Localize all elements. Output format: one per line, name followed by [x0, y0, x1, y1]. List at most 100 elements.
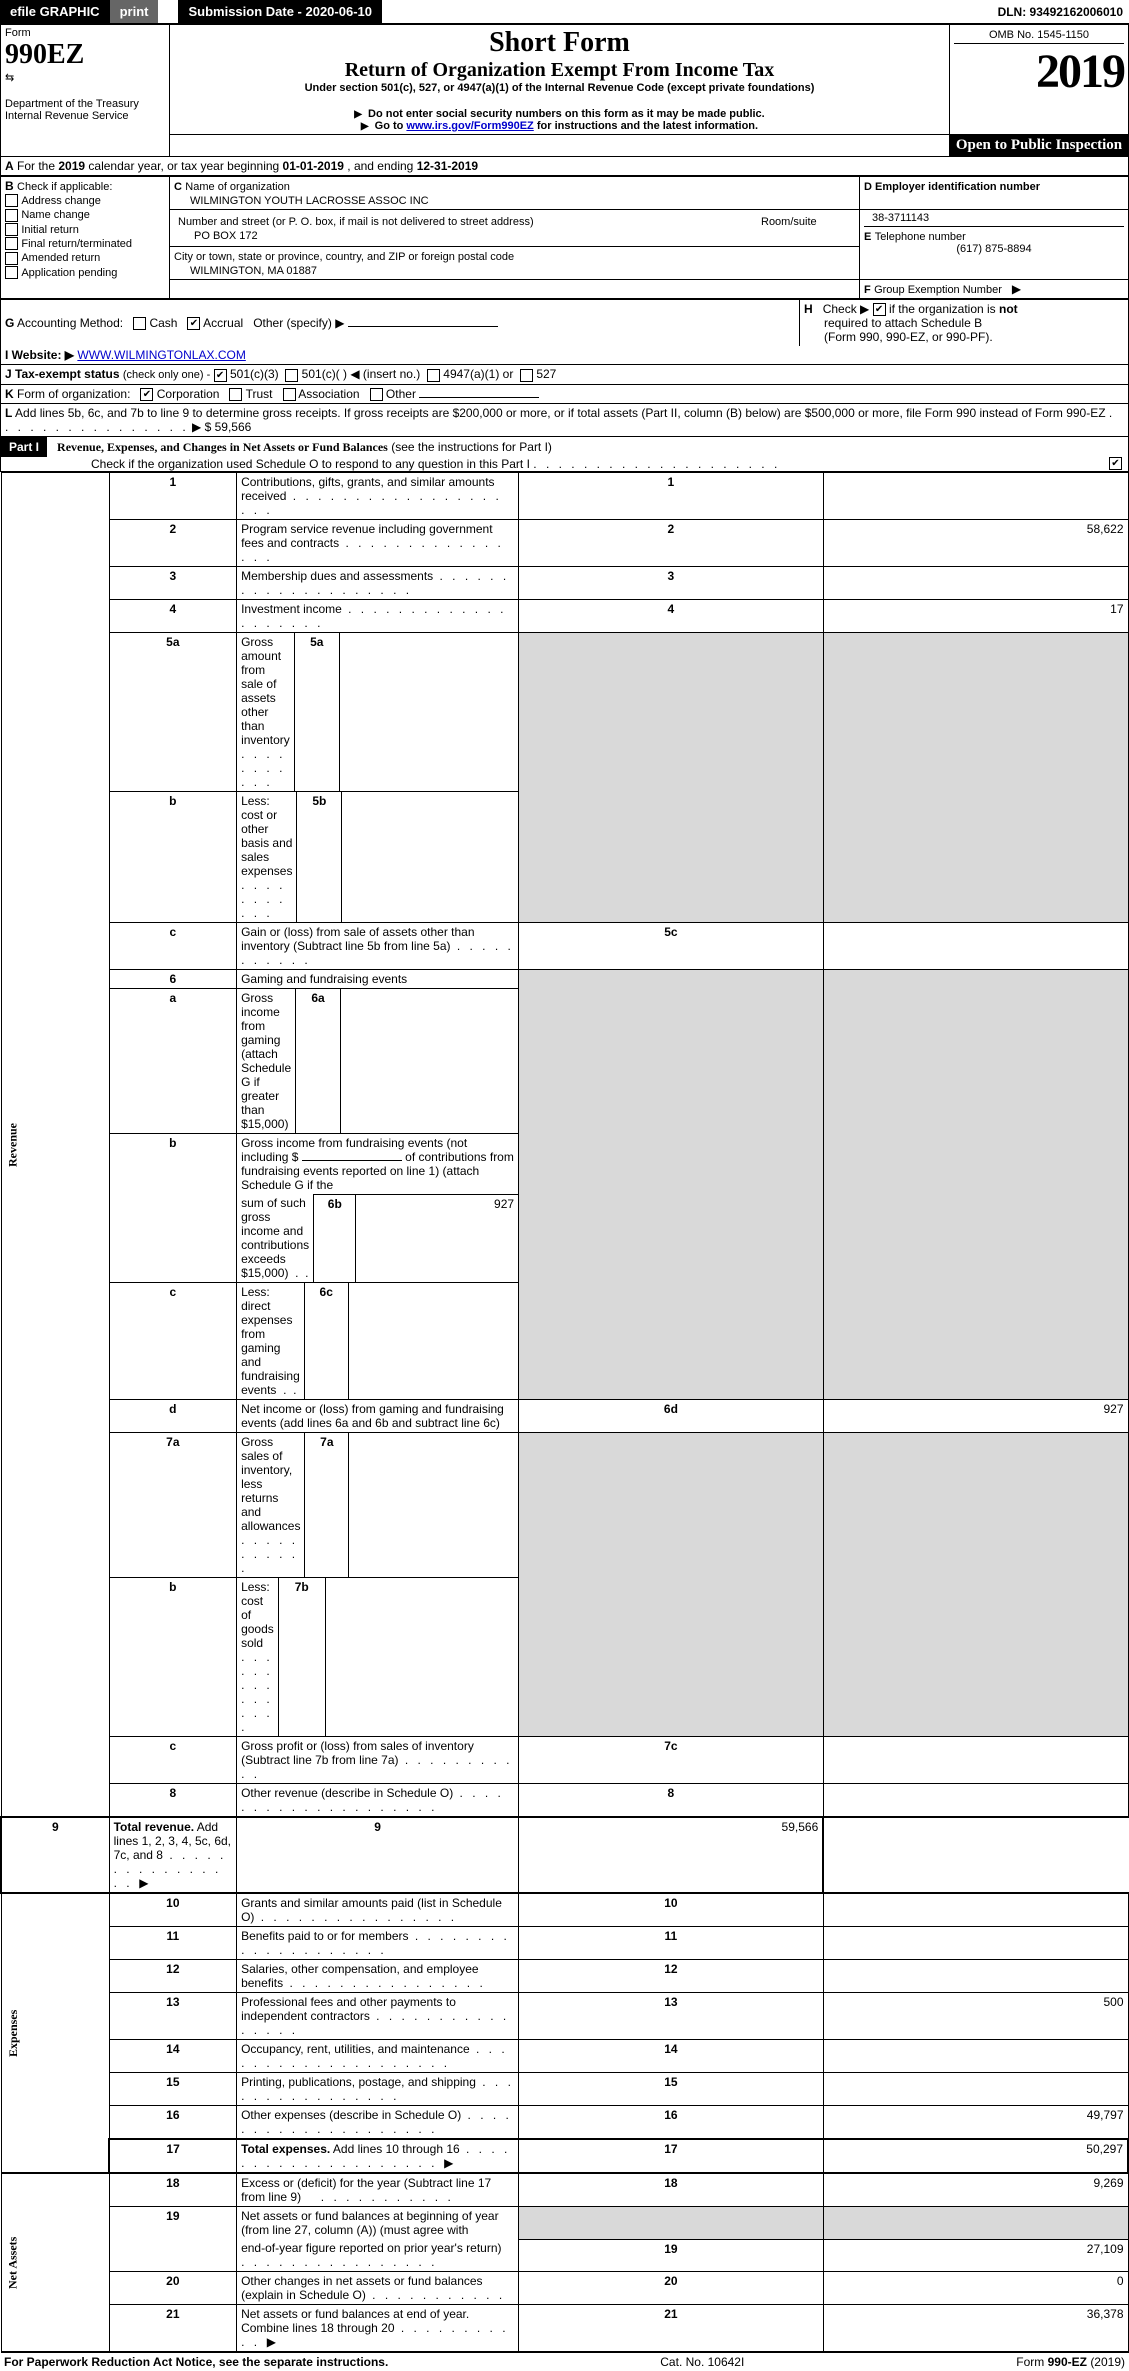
- line-text: Add lines 10 through 16: [330, 2142, 459, 2156]
- line-num: b: [109, 1133, 236, 1283]
- line-text: Printing, publications, postage, and shi…: [241, 2075, 476, 2089]
- line-num: 15: [109, 2073, 236, 2106]
- line-num: 7a: [109, 1433, 236, 1578]
- box-d-label: D Employer identification number: [864, 181, 1040, 193]
- line-num: 16: [109, 2106, 236, 2140]
- form-number: 990EZ: [5, 39, 165, 71]
- checkbox-sched-b[interactable]: ✔: [873, 303, 886, 316]
- part-1-check-text: Check if the organization used Schedule …: [1, 457, 530, 471]
- city-value: WILMINGTON, MA 01887: [174, 265, 317, 277]
- line-rnum: 1: [519, 472, 824, 519]
- line-rnum: 9: [237, 1817, 519, 1893]
- goto-prefix: Go to: [372, 120, 407, 132]
- line-rnum: 19: [519, 2239, 824, 2272]
- row-g-accrual: Accrual: [203, 316, 243, 330]
- line-text-6b-2: fundraising events reported on line 1) (…: [241, 1164, 479, 1192]
- row-h-text2: if the organization is: [889, 302, 999, 316]
- checkbox-trust[interactable]: [229, 388, 242, 401]
- line-num: 2: [109, 519, 236, 566]
- row-k-other: Other: [386, 387, 416, 401]
- line-num: 8: [109, 1784, 236, 1818]
- checkbox-assoc[interactable]: [283, 388, 296, 401]
- box-b-label: B: [5, 179, 14, 193]
- checkbox-501c3[interactable]: ✔: [214, 369, 227, 382]
- line-amt: 17: [823, 599, 1128, 632]
- cb-label-5: Application pending: [21, 267, 117, 279]
- section-label-revenue: Revenue: [1, 472, 109, 1817]
- line-num: 19: [109, 2207, 236, 2272]
- line-rnum: 6d: [519, 1400, 824, 1433]
- line-amt: [823, 922, 1128, 969]
- line-num: 14: [109, 2040, 236, 2073]
- line-num: 10: [109, 1893, 236, 1927]
- street-value: PO BOX 172: [178, 230, 258, 242]
- ghijkl-block: G Accounting Method: Cash ✔ Accrual Othe…: [0, 299, 1129, 437]
- line-text: Less: direct expenses from gaming and fu…: [241, 1285, 300, 1397]
- line-rnum: 10: [519, 1893, 824, 1927]
- line-num: 11: [109, 1927, 236, 1960]
- line-amt: 49,797: [823, 2106, 1128, 2140]
- checkbox-address-change[interactable]: [5, 194, 18, 207]
- checkbox-corp[interactable]: ✔: [140, 388, 153, 401]
- row-l-text: Add lines 5b, 6c, and 7b to line 9 to de…: [15, 406, 1106, 420]
- line-rnum: 20: [519, 2272, 824, 2305]
- row-a-mid: calendar year, or tax year beginning: [88, 159, 282, 173]
- line-amt: [823, 472, 1128, 519]
- mid-amt: [339, 633, 518, 791]
- line-text-19-1: Net assets or fund balances at beginning…: [241, 2209, 499, 2237]
- mid-amt: [342, 792, 518, 922]
- line-rnum: 7c: [519, 1737, 824, 1784]
- footer-right-pre: Form: [1016, 2355, 1047, 2369]
- line-amt: [823, 2040, 1128, 2073]
- line-text: Gaming and fundraising events: [241, 972, 407, 986]
- form-header: Form 990EZ ⇆ Department of the Treasury …: [0, 24, 1129, 157]
- mid-amt: 927: [356, 1194, 518, 1282]
- line-amt: 9,269: [823, 2173, 1128, 2207]
- line-num: 12: [109, 1960, 236, 1993]
- cb-label-1: Name change: [21, 209, 90, 221]
- row-h-label: H: [804, 302, 813, 316]
- line-num: 9: [1, 1817, 109, 1893]
- row-j-opt4: 527: [536, 367, 556, 381]
- entity-block: B Check if applicable: Address change Na…: [0, 176, 1129, 299]
- checkbox-cash[interactable]: [133, 317, 146, 330]
- row-k-label: K: [5, 387, 14, 401]
- row-j-opt1: 501(c)(3): [230, 367, 279, 381]
- form-word: Form: [5, 27, 165, 39]
- row-k-text: Form of organization:: [17, 387, 130, 401]
- checkbox-501c[interactable]: [285, 369, 298, 382]
- print-button[interactable]: print: [110, 0, 159, 23]
- website-link[interactable]: WWW.WILMINGTONLAX.COM: [77, 348, 245, 362]
- mid-num: 6b: [314, 1194, 356, 1282]
- checkbox-527[interactable]: [520, 369, 533, 382]
- mid-amt: [349, 1433, 518, 1577]
- checkbox-other-org[interactable]: [370, 388, 383, 401]
- dept-label: Department of the Treasury: [5, 98, 165, 110]
- line-amt: 59,566: [519, 1817, 824, 1893]
- checkbox-initial-return[interactable]: [5, 223, 18, 236]
- box-e-text: Telephone number: [875, 231, 966, 243]
- checkbox-schedule-o[interactable]: ✔: [1109, 457, 1122, 470]
- line-text: Gross income from gaming (attach Schedul…: [241, 991, 291, 1131]
- line-amt: [823, 1784, 1128, 1818]
- row-j-opt3: 4947(a)(1) or: [443, 367, 513, 381]
- checkbox-amended-return[interactable]: [5, 252, 18, 265]
- line-num: a: [109, 988, 236, 1133]
- row-g-label: G: [5, 316, 14, 330]
- checkbox-application-pending[interactable]: [5, 266, 18, 279]
- line-rnum: 2: [519, 519, 824, 566]
- checkbox-4947[interactable]: [427, 369, 440, 382]
- row-h-text3: required to attach Schedule B: [804, 316, 982, 330]
- line-text-6b-3: sum of such gross income and contributio…: [241, 1196, 309, 1280]
- row-a-prefix: For the: [17, 159, 58, 173]
- checkbox-accrual[interactable]: ✔: [187, 317, 200, 330]
- line-num: b: [109, 791, 236, 922]
- mid-amt: [341, 989, 519, 1133]
- checkbox-name-change[interactable]: [5, 209, 18, 222]
- row-i-label: I Website: ▶: [5, 348, 74, 362]
- checkbox-final-return[interactable]: [5, 237, 18, 250]
- irs-link[interactable]: www.irs.gov/Form990EZ: [406, 120, 533, 132]
- cb-label-0: Address change: [21, 195, 101, 207]
- line-rnum: 11: [519, 1927, 824, 1960]
- line-rnum: 4: [519, 599, 824, 632]
